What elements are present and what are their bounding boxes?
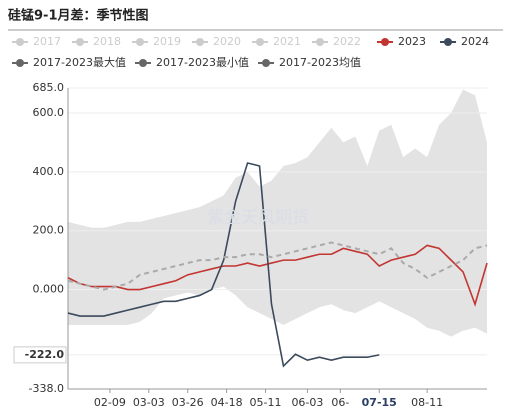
legend-item[interactable]: 2017-2023最大值 (12, 55, 126, 69)
x-tick-label: 03-03 (133, 396, 165, 409)
y-tick-label: 400.0 (33, 165, 65, 178)
legend-label: 2022 (333, 35, 361, 48)
legend-marker (316, 38, 324, 46)
x-tick-label: 05-11 (250, 396, 282, 409)
series-line (67, 241, 488, 291)
legend-item[interactable]: 2019 (132, 35, 181, 48)
y-tick-label: 600.0 (33, 106, 65, 119)
legend-label: 2017-2023均值 (279, 56, 361, 69)
x-tick-label: 03-26 (172, 396, 204, 409)
legend-label: 2017 (33, 35, 61, 48)
legend-item[interactable]: 2022 (312, 35, 361, 48)
series-line (67, 162, 380, 368)
legend-marker (381, 38, 389, 46)
legend-item[interactable]: 2023 (377, 35, 426, 48)
legend-label: 2023 (398, 35, 426, 48)
y-tick-label: -338.0 (29, 382, 64, 395)
legend-item[interactable]: 2017-2023均值 (258, 56, 361, 69)
current-value-box (13, 346, 67, 364)
y-tick-label: 200.0 (33, 224, 65, 237)
legend-label: 2018 (93, 35, 121, 48)
legend-label: 2019 (153, 35, 181, 48)
legend-item[interactable]: 2024 (440, 35, 489, 48)
watermark: 紫金天风期货 (207, 208, 309, 228)
legend-marker (76, 38, 84, 46)
x-tick-label: 02-09 (94, 396, 126, 409)
x-tick-label: 08-11 (411, 396, 443, 409)
x-tick-label: 07-15 (362, 396, 397, 409)
legend-marker (256, 38, 264, 46)
x-tick-label: 06- (331, 396, 349, 409)
y-tick-label: 0.000 (33, 283, 65, 296)
legend-marker (262, 59, 270, 67)
legend-marker (16, 59, 24, 67)
legend-item[interactable]: 2021 (252, 35, 301, 48)
legend-label: 2017-2023最小值 (156, 56, 249, 69)
range-band (68, 89, 487, 337)
legend-item[interactable]: 2017 (12, 35, 61, 48)
x-tick-label: 06-03 (291, 396, 323, 409)
series-line (67, 244, 488, 307)
legend-marker (444, 38, 452, 46)
legend-item[interactable]: 2020 (192, 35, 241, 48)
y-tick-label: 685.0 (33, 81, 65, 94)
y-tick-label: -222.0 (25, 348, 65, 361)
chart-title: 硅锰9-1月差：季节性图 (8, 8, 149, 24)
legend-marker (136, 38, 144, 46)
legend-item[interactable]: 2018 (72, 35, 121, 48)
legend-item[interactable]: 2017-2023最小值 (135, 56, 249, 69)
legend-label: 2017-2023最大值 (33, 55, 126, 69)
x-tick-label: 04-18 (211, 396, 243, 409)
legend-marker (196, 38, 204, 46)
legend-label: 2021 (273, 35, 301, 48)
legend-marker (139, 59, 147, 67)
legend-label: 2020 (213, 35, 241, 48)
legend-marker (16, 38, 24, 46)
legend-label: 2024 (461, 35, 489, 48)
